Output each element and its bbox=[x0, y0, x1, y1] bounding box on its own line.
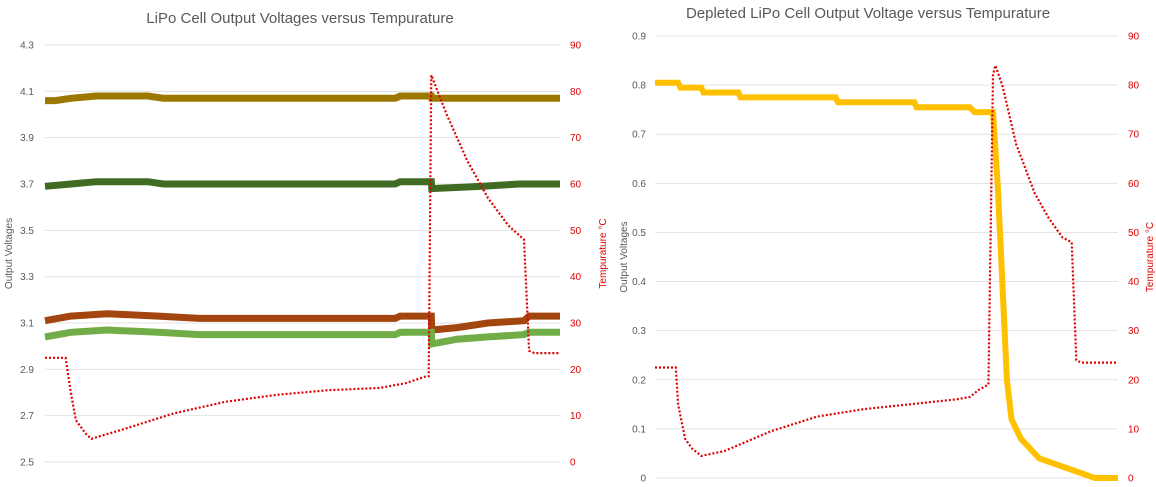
y-tick-label: 3.5 bbox=[20, 226, 34, 237]
voltage-series-line-1 bbox=[45, 92, 560, 105]
y2-tick-label: 40 bbox=[570, 272, 582, 283]
y2-tick-label: 90 bbox=[570, 41, 582, 52]
y-axis-label: Output Voltages bbox=[619, 221, 630, 292]
chart-title: LiPo Cell Output Voltages versus Tempura… bbox=[146, 10, 453, 27]
chart-title: Depleted LiPo Cell Output Voltage versus… bbox=[686, 5, 1050, 22]
y2-tick-label: 70 bbox=[570, 133, 582, 144]
y2-tick-label: 60 bbox=[1128, 179, 1140, 190]
y-tick-label: 2.7 bbox=[20, 411, 34, 422]
y2-tick-label: 60 bbox=[570, 180, 582, 191]
y2-tick-label: 10 bbox=[570, 411, 582, 422]
y2-tick-label: 20 bbox=[1128, 375, 1140, 386]
y-tick-label: 0.9 bbox=[632, 32, 646, 43]
y-tick-label: 0.2 bbox=[632, 375, 646, 386]
y-tick-label: 3.3 bbox=[20, 272, 34, 283]
y2-tick-label: 70 bbox=[1128, 130, 1140, 141]
y2-tick-label: 40 bbox=[1128, 277, 1140, 288]
temperature-series-line bbox=[45, 74, 560, 441]
y-tick-label: 0.1 bbox=[632, 424, 646, 435]
y-tick-label: 0.5 bbox=[632, 228, 646, 239]
temperature-series-line bbox=[655, 61, 1118, 458]
y-tick-label: 2.5 bbox=[20, 458, 34, 469]
y-tick-label: 0.6 bbox=[632, 179, 646, 190]
y-tick-label: 3.1 bbox=[20, 319, 34, 330]
y-tick-label: 0.3 bbox=[632, 326, 646, 337]
chart-2: Depleted LiPo Cell Output Voltage versus… bbox=[619, 5, 1156, 485]
y2-tick-label: 10 bbox=[1128, 424, 1140, 435]
y-tick-label: 4.1 bbox=[20, 87, 34, 98]
y2-tick-label: 30 bbox=[1128, 326, 1140, 337]
y2-tick-label: 0 bbox=[1128, 474, 1134, 485]
y-axis-label: Output Voltages bbox=[4, 218, 15, 289]
y2-tick-label: 80 bbox=[570, 87, 582, 98]
y-tick-label: 3.9 bbox=[20, 133, 34, 144]
y2-tick-label: 0 bbox=[570, 458, 576, 469]
y2-tick-label: 50 bbox=[570, 226, 582, 237]
voltage-series-line-1 bbox=[655, 79, 1118, 481]
y2-tick-label: 30 bbox=[570, 319, 582, 330]
y-tick-label: 2.9 bbox=[20, 365, 34, 376]
y-tick-label: 3.7 bbox=[20, 180, 34, 191]
y2-tick-label: 20 bbox=[570, 365, 582, 376]
y-tick-label: 0 bbox=[640, 474, 646, 485]
y2-tick-label: 90 bbox=[1128, 32, 1140, 43]
voltage-series-line-3 bbox=[44, 310, 560, 334]
y-tick-label: 0.8 bbox=[632, 81, 646, 92]
y-tick-label: 4.3 bbox=[20, 41, 34, 52]
y2-tick-label: 80 bbox=[1128, 81, 1140, 92]
y-tick-label: 0.4 bbox=[632, 277, 646, 288]
y-tick-label: 0.7 bbox=[632, 130, 646, 141]
voltage-series-line-2 bbox=[44, 178, 560, 193]
voltage-series-line-4 bbox=[44, 326, 560, 349]
y2-tick-label: 50 bbox=[1128, 228, 1140, 239]
y2-axis-label: Tempurature °C bbox=[598, 218, 609, 288]
chart-1: LiPo Cell Output Voltages versus Tempura… bbox=[4, 10, 609, 469]
y2-axis-label: Tempurature °C bbox=[1145, 222, 1156, 292]
